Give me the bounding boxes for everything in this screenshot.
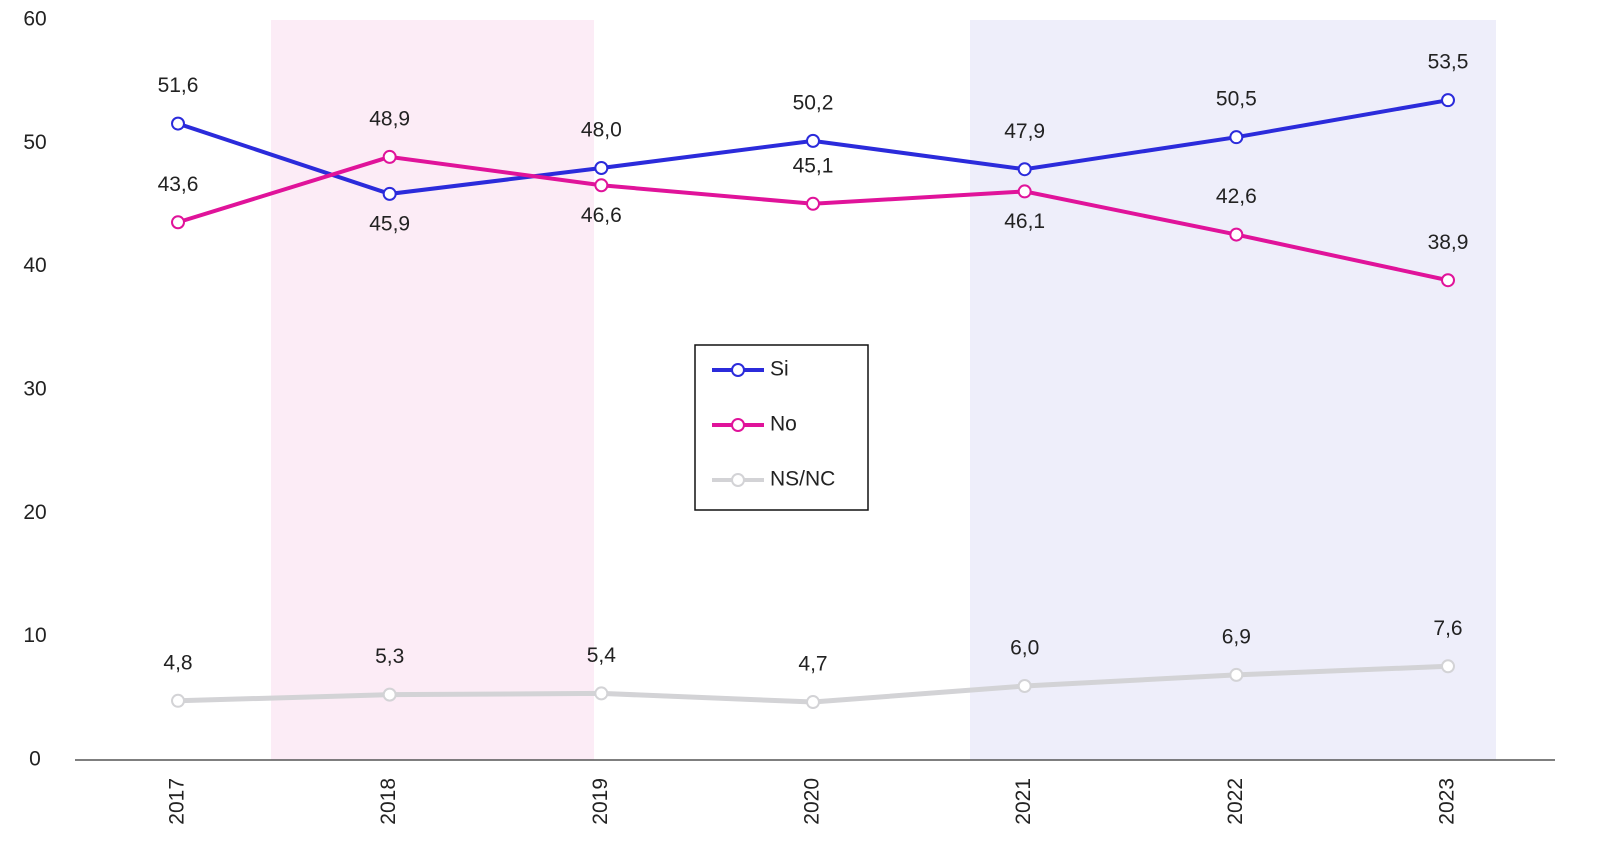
data-point	[171, 693, 185, 708]
data-label: 50,2	[793, 91, 834, 114]
y-tick-label: 10	[23, 624, 46, 647]
data-label: 42,6	[1216, 185, 1257, 208]
y-tick-label: 50	[23, 131, 46, 154]
data-label: 45,1	[793, 154, 834, 177]
data-point	[171, 116, 185, 131]
x-tick-label: 2017	[166, 778, 189, 825]
x-tick-label: 2019	[589, 778, 612, 825]
data-point	[594, 161, 609, 175]
y-tick-label: 0	[29, 748, 41, 771]
data-point	[594, 178, 609, 193]
legend-label: Si	[770, 358, 789, 381]
x-tick-label: 2023	[1436, 778, 1459, 825]
data-point	[594, 686, 609, 701]
highlight-band	[970, 20, 1496, 760]
data-label: 6,0	[1010, 637, 1039, 660]
y-tick-label: 20	[23, 501, 46, 524]
x-tick-label: 2020	[801, 778, 824, 825]
data-point	[1017, 184, 1032, 199]
y-tick-label: 60	[23, 8, 46, 31]
data-point	[1229, 227, 1244, 242]
legend-marker	[731, 418, 745, 432]
y-tick-label: 40	[23, 254, 46, 277]
x-tick-label: 2018	[377, 778, 400, 825]
data-point	[1441, 659, 1455, 674]
data-point	[382, 149, 397, 164]
data-point	[1017, 679, 1032, 693]
highlight-band	[271, 20, 594, 760]
legend-label: NS/NC	[770, 468, 835, 491]
x-tick-label: 2022	[1224, 778, 1247, 825]
data-label: 6,9	[1222, 625, 1251, 648]
data-label: 45,9	[369, 212, 410, 235]
data-point	[806, 695, 820, 710]
data-point	[1229, 667, 1244, 682]
data-label: 50,5	[1216, 88, 1257, 111]
data-point	[382, 687, 397, 702]
data-label: 7,6	[1433, 617, 1462, 640]
data-label: 51,6	[158, 74, 199, 97]
data-label: 5,4	[587, 644, 617, 667]
data-label: 46,6	[581, 204, 622, 227]
data-point	[1441, 273, 1455, 288]
data-point	[806, 196, 820, 211]
y-tick-label: 30	[23, 378, 46, 401]
x-tick-label: 2021	[1012, 778, 1035, 825]
data-point	[1441, 93, 1455, 108]
data-label: 43,6	[158, 173, 199, 196]
legend-marker	[731, 473, 745, 487]
data-label: 48,0	[581, 119, 622, 142]
legend-label: No	[770, 413, 797, 436]
data-point	[806, 133, 820, 148]
data-point	[1229, 130, 1244, 145]
data-label: 53,5	[1428, 51, 1469, 74]
data-label: 48,9	[369, 107, 410, 130]
data-label: 47,9	[1004, 120, 1045, 143]
data-label: 4,8	[163, 651, 192, 674]
legend-box	[694, 344, 869, 511]
data-point	[382, 186, 397, 201]
data-label: 4,7	[798, 653, 827, 676]
data-point	[171, 215, 185, 230]
data-label: 38,9	[1428, 231, 1469, 254]
legend-marker	[731, 363, 745, 377]
data-point	[1017, 162, 1032, 177]
data-label: 5,3	[375, 645, 404, 668]
data-label: 46,1	[1004, 210, 1045, 233]
